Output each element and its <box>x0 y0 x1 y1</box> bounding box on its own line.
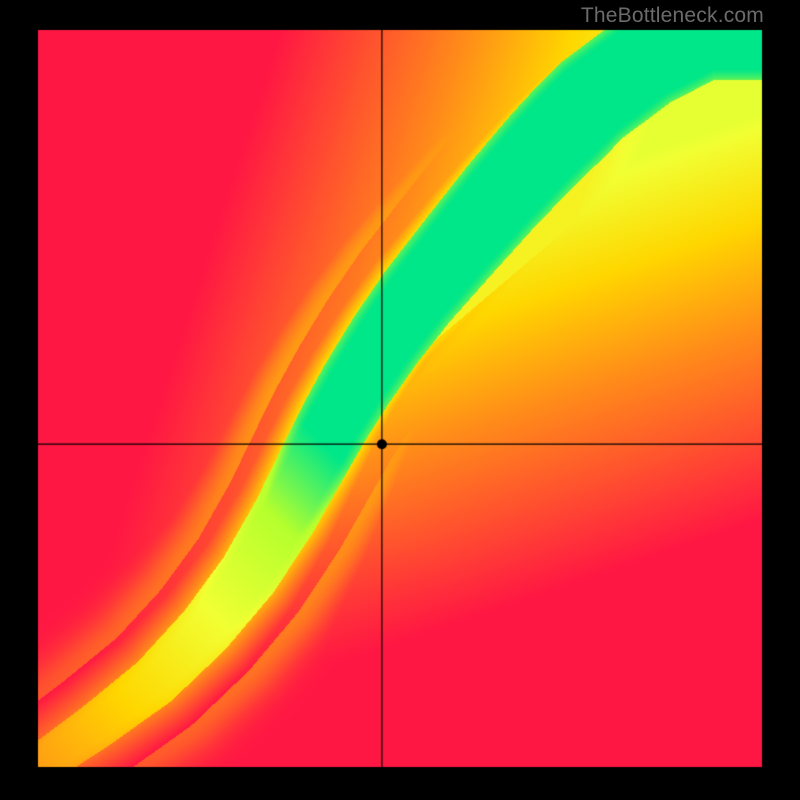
bottleneck-heatmap <box>0 0 800 800</box>
chart-container: TheBottleneck.com <box>0 0 800 800</box>
watermark-text: TheBottleneck.com <box>581 4 764 28</box>
